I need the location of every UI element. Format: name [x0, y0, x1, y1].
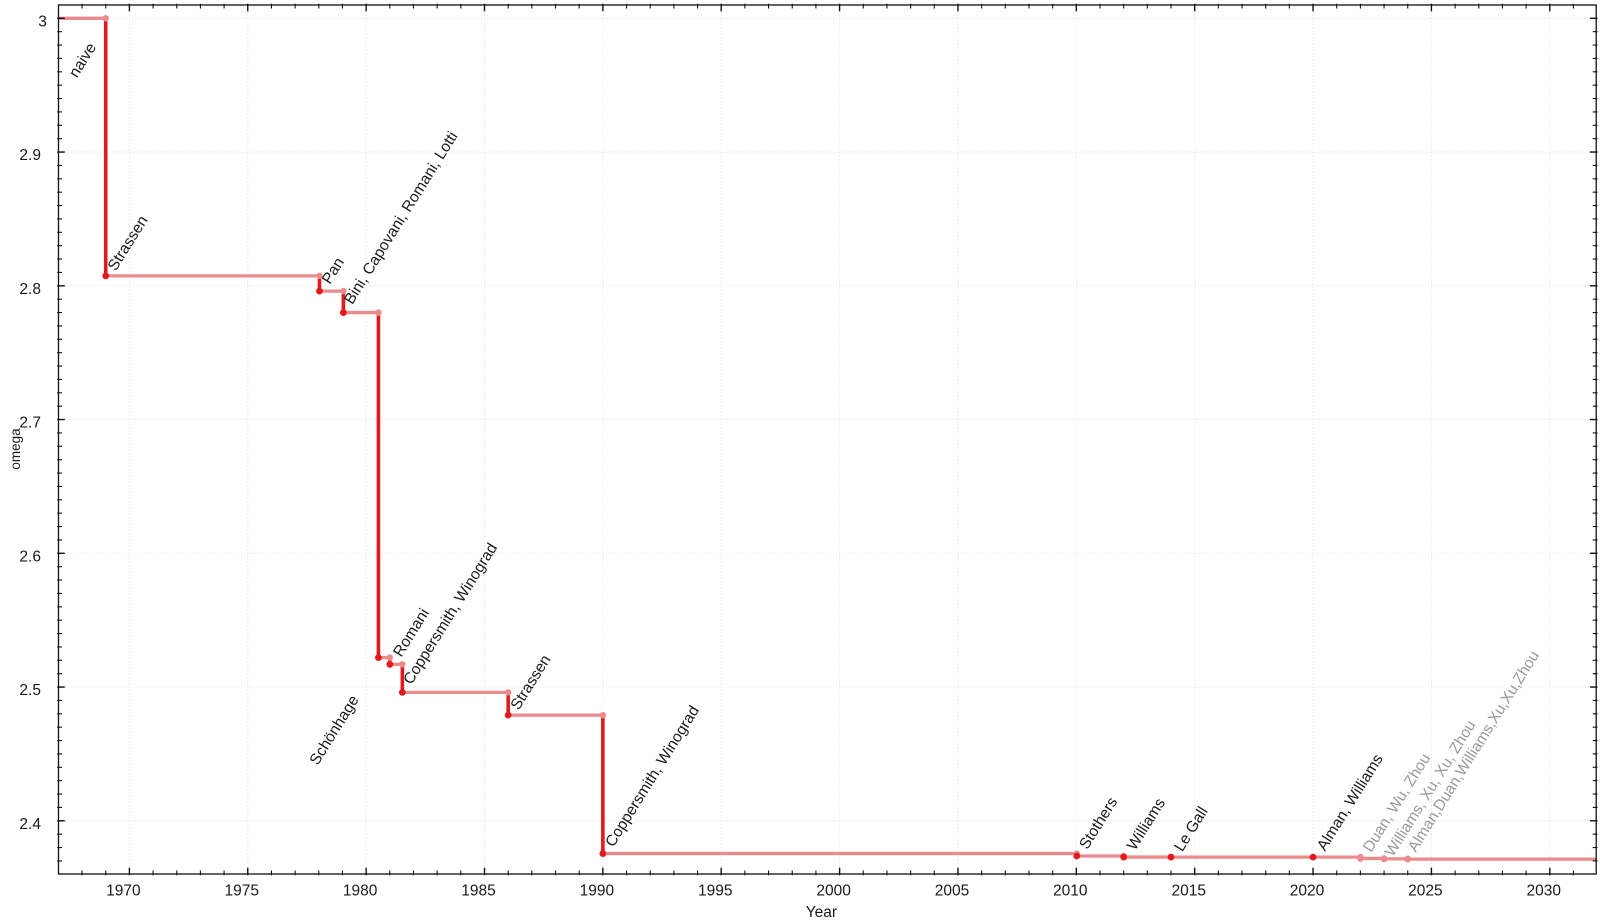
svg-text:2015: 2015	[1171, 883, 1205, 900]
svg-text:3: 3	[38, 13, 47, 30]
svg-text:2020: 2020	[1290, 883, 1325, 900]
svg-text:1990: 1990	[580, 883, 615, 900]
svg-text:2.8: 2.8	[19, 281, 41, 298]
svg-text:2000: 2000	[816, 883, 851, 900]
svg-text:2.7: 2.7	[19, 415, 41, 432]
svg-text:Year: Year	[806, 904, 837, 920]
svg-text:1970: 1970	[106, 883, 141, 900]
svg-text:1995: 1995	[698, 883, 732, 900]
svg-text:2005: 2005	[935, 883, 969, 900]
svg-text:2010: 2010	[1053, 883, 1088, 900]
svg-text:2.6: 2.6	[19, 548, 41, 565]
svg-text:2.4: 2.4	[19, 816, 41, 833]
svg-text:1985: 1985	[461, 883, 495, 900]
svg-text:2030: 2030	[1527, 883, 1562, 900]
svg-text:1975: 1975	[225, 883, 259, 900]
svg-text:1980: 1980	[343, 883, 378, 900]
svg-text:omega: omega	[8, 428, 23, 470]
svg-text:2.9: 2.9	[19, 147, 41, 164]
svg-text:2.5: 2.5	[19, 682, 41, 699]
svg-text:2025: 2025	[1408, 883, 1442, 900]
